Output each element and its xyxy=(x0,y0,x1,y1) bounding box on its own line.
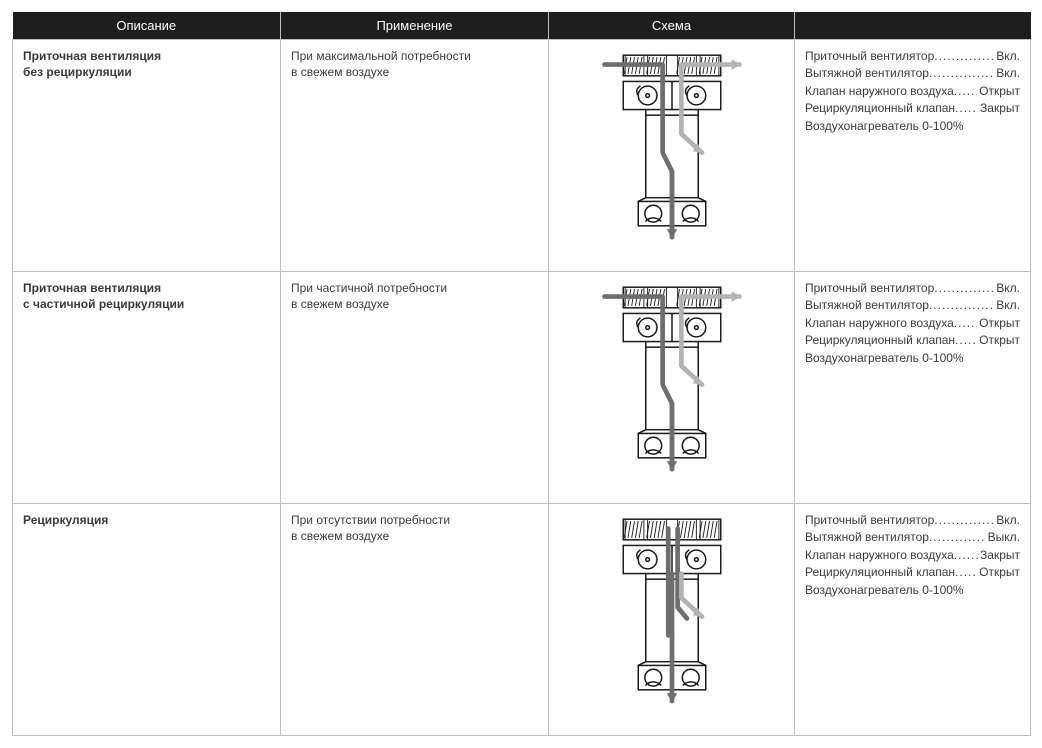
status-value: Закрыт xyxy=(978,100,1020,117)
status-line: Клапан наружного воздуха Закрыт xyxy=(805,547,1020,564)
cell-scheme xyxy=(549,504,795,736)
status-label: Клапан наружного воздуха xyxy=(805,547,954,564)
ventilation-modes-table: Описание Применение Схема Приточная вент… xyxy=(12,12,1031,736)
status-label: Приточный вентилятор xyxy=(805,280,934,297)
status-line: Клапан наружного воздуха Открыт xyxy=(805,315,1020,332)
cell-description: Рециркуляция xyxy=(13,504,281,736)
header-application: Применение xyxy=(281,12,549,40)
cell-description: Приточная вентиляцияс частичной рециркул… xyxy=(13,272,281,504)
leader-dots xyxy=(955,564,977,581)
status-value: Вкл. xyxy=(994,65,1020,82)
status-value: Закрыт xyxy=(978,547,1020,564)
table-row: Рециркуляция При отсутствии потребностив … xyxy=(13,504,1031,736)
leader-dots xyxy=(934,512,994,529)
status-value: Открыт xyxy=(977,332,1020,349)
status-line: Приточный вентилятор Вкл. xyxy=(805,280,1020,297)
status-label: Рециркуляционный клапан xyxy=(805,564,955,581)
status-value: Вкл. xyxy=(994,48,1020,65)
table-row: Приточная вентиляциябез рециркуляцииПри … xyxy=(13,40,1031,272)
app-line: в свежем воздухе xyxy=(291,296,538,312)
leader-dots xyxy=(955,332,977,349)
status-line: Рециркуляционный клапан Закрыт xyxy=(805,100,1020,117)
status-value: Вкл. xyxy=(994,280,1020,297)
leader-dots xyxy=(934,48,994,65)
status-label: Клапан наружного воздуха xyxy=(805,83,954,100)
app-line: При максимальной потребности xyxy=(291,48,538,64)
ventilation-diagram xyxy=(597,512,747,712)
desc-line: с частичной рециркуляции xyxy=(23,296,270,312)
cell-scheme xyxy=(549,40,795,272)
status-label: Вытяжной вентилятор xyxy=(805,297,929,314)
leader-dots xyxy=(954,315,977,332)
status-value: Открыт xyxy=(977,83,1020,100)
cell-description: Приточная вентиляциябез рециркуляции xyxy=(13,40,281,272)
desc-line: без рециркуляции xyxy=(23,64,270,80)
status-value: Открыт xyxy=(977,315,1020,332)
leader-dots xyxy=(934,280,994,297)
status-value: Вкл. xyxy=(994,512,1020,529)
status-label: Вытяжной вентилятор xyxy=(805,65,929,82)
app-line: в свежем воздухе xyxy=(291,64,538,80)
leader-dots xyxy=(954,83,977,100)
cell-application: При отсутствии потребностив свежем возду… xyxy=(281,504,549,736)
table-header-row: Описание Применение Схема xyxy=(13,12,1031,40)
app-line: При частичной потребности xyxy=(291,280,538,296)
status-line: Воздухонагреватель 0-100% xyxy=(805,350,1020,367)
cell-scheme xyxy=(549,272,795,504)
header-status xyxy=(795,12,1031,40)
status-line: Вытяжной вентилятор Вкл. xyxy=(805,65,1020,82)
cell-application: При частичной потребностив свежем воздух… xyxy=(281,272,549,504)
status-line: Воздухонагреватель 0-100% xyxy=(805,582,1020,599)
desc-line: Приточная вентиляция xyxy=(23,48,270,64)
status-line: Приточный вентилятор Вкл. xyxy=(805,512,1020,529)
leader-dots xyxy=(955,100,978,117)
cell-application: При максимальной потребностив свежем воз… xyxy=(281,40,549,272)
desc-line: Рециркуляция xyxy=(23,512,270,528)
status-line: Приточный вентилятор Вкл. xyxy=(805,48,1020,65)
ventilation-diagram xyxy=(597,280,747,480)
cell-status: Приточный вентиляторВкл.Вытяжной вентиля… xyxy=(795,272,1031,504)
status-value: Выкл. xyxy=(986,529,1020,546)
cell-status: Приточный вентиляторВкл.Вытяжной вентиля… xyxy=(795,504,1031,736)
cell-status: Приточный вентиляторВкл.Вытяжной вентиля… xyxy=(795,40,1031,272)
app-line: в свежем воздухе xyxy=(291,528,538,544)
status-line: Рециркуляционный клапан Открыт xyxy=(805,332,1020,349)
status-label: Рециркуляционный клапан xyxy=(805,332,955,349)
ventilation-diagram xyxy=(597,48,747,248)
table-row: Приточная вентиляцияс частичной рециркул… xyxy=(13,272,1031,504)
status-line: Вытяжной вентилятор Вкл. xyxy=(805,297,1020,314)
status-label: Клапан наружного воздуха xyxy=(805,315,954,332)
leader-dots xyxy=(954,547,978,564)
leader-dots xyxy=(929,65,994,82)
status-line: Вытяжной вентилятор Выкл. xyxy=(805,529,1020,546)
desc-line: Приточная вентиляция xyxy=(23,280,270,296)
header-description: Описание xyxy=(13,12,281,40)
status-line: Воздухонагреватель 0-100% xyxy=(805,118,1020,135)
status-line: Клапан наружного воздуха Открыт xyxy=(805,83,1020,100)
status-value: Открыт xyxy=(977,564,1020,581)
status-label: Приточный вентилятор xyxy=(805,48,934,65)
status-label: Приточный вентилятор xyxy=(805,512,934,529)
status-line: Рециркуляционный клапан Открыт xyxy=(805,564,1020,581)
header-scheme: Схема xyxy=(549,12,795,40)
status-label: Рециркуляционный клапан xyxy=(805,100,955,117)
status-value: Вкл. xyxy=(994,297,1020,314)
status-label: Вытяжной вентилятор xyxy=(805,529,929,546)
app-line: При отсутствии потребности xyxy=(291,512,538,528)
leader-dots xyxy=(929,297,994,314)
leader-dots xyxy=(929,529,986,546)
